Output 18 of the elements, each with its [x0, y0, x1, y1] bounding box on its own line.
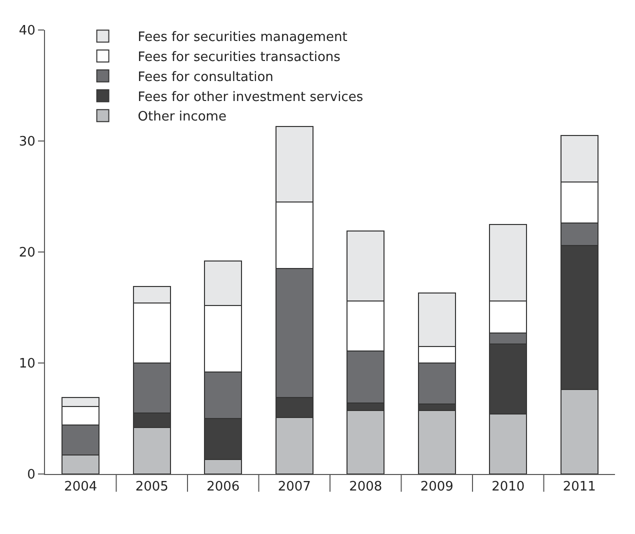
legend-label: Other income: [138, 110, 226, 125]
x-tick-label: 2005: [135, 480, 168, 495]
legend-label: Fees for other investment services: [138, 90, 364, 105]
x-tick-label: 2007: [278, 480, 311, 495]
y-tick-label: 10: [18, 356, 36, 372]
legend-label: Fees for securities management: [138, 30, 348, 46]
x-tick-label: 2004: [64, 480, 98, 495]
legend-label: Fees for consultation: [138, 70, 274, 85]
x-tick-label: 2011: [562, 480, 596, 495]
y-tick-label: 0: [27, 468, 36, 483]
x-tick-label: 2008: [349, 480, 382, 495]
x-tick-label: 2009: [420, 480, 454, 495]
x-tick-label: 2006: [206, 480, 240, 495]
y-tick-label: 40: [18, 24, 36, 39]
legend-label: Fees for securities transactions: [138, 50, 341, 66]
y-tick-label: 30: [18, 134, 36, 150]
x-tick-label: 2010: [492, 480, 525, 495]
y-tick-label: 20: [18, 246, 36, 261]
